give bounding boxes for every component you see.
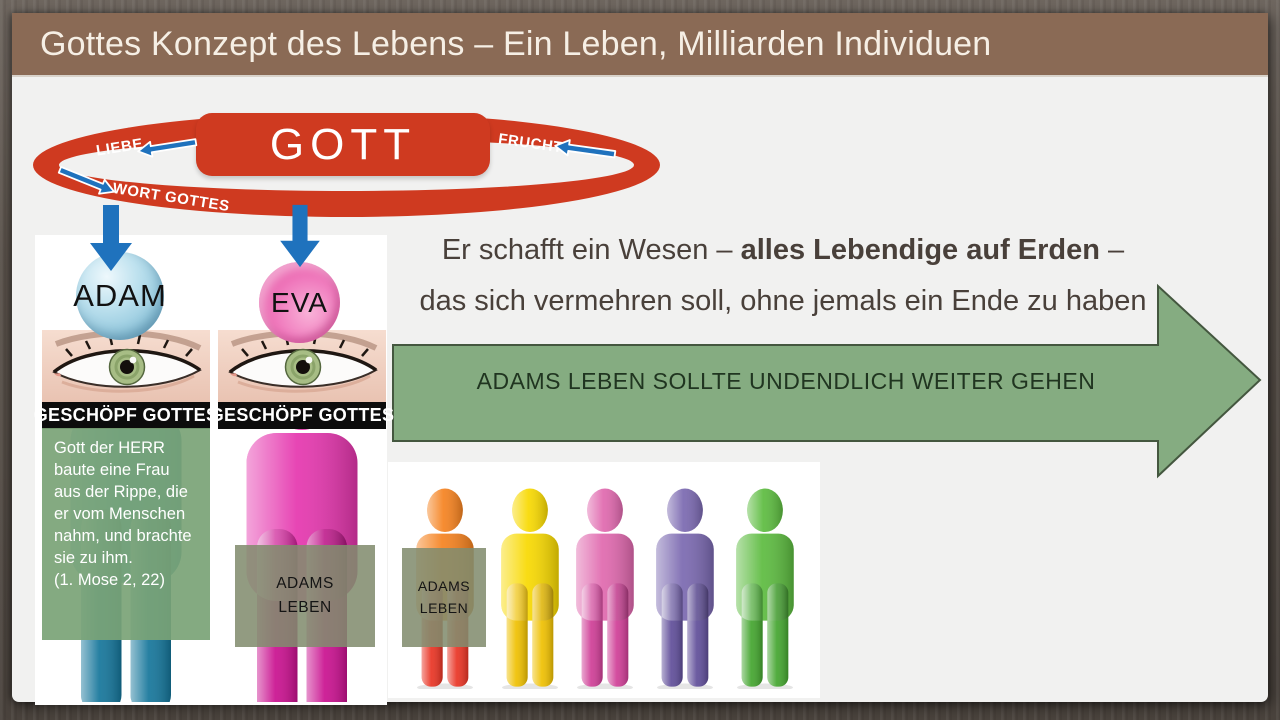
yellow-person (501, 488, 559, 689)
message-text: Er schafft ein Wesen – alles Lebendige a… (402, 225, 1164, 327)
adam-eye-image (42, 330, 210, 402)
slide-title-bar: Gottes Konzept des Lebens – Ein Leben, M… (12, 13, 1268, 77)
adam-label: ADAM (73, 278, 167, 313)
arrow-down-to-adam-icon (90, 205, 132, 271)
bible-quote-box: Gott der HERR baute eine Frau aus der Ri… (42, 428, 210, 640)
adam-sphere: ADAM (73, 252, 167, 340)
slide-title: Gottes Konzept des Lebens – Ein Leben, M… (40, 25, 992, 63)
eva-sphere: EVA (259, 262, 340, 343)
god-label: GOTT (269, 119, 417, 169)
bible-quote-reference: (1. Mose 2, 22) (54, 570, 165, 589)
adams-leben-overlay-eva: ADAMS LEBEN (235, 545, 375, 647)
eva-creature-banner: GESCHÖPF GOTTES (210, 402, 394, 429)
presentation-slide: Gottes Konzept des Lebens – Ein Leben, M… (12, 13, 1268, 705)
pink-person (576, 488, 634, 689)
timeline-arrow (392, 283, 1262, 479)
eva-label: EVA (271, 286, 328, 318)
timeline-arrow-label: ADAMS LEBEN SOLLTE UNDENDLICH WEITER GEH… (476, 368, 1096, 394)
bible-quote-text: Gott der HERR baute eine Frau aus der Ri… (54, 439, 192, 567)
adams-leben-overlay-crowd: ADAMS LEBEN (402, 548, 486, 647)
purple-person (656, 488, 714, 689)
adam-creature-banner: GESCHÖPF GOTTES (34, 402, 218, 429)
message-line2: das sich vermehren soll, ohne jemals ein… (419, 285, 1147, 317)
green-person (736, 488, 794, 689)
arrow-down-to-eva-icon (280, 204, 320, 268)
message-line1: Er schafft ein Wesen – alles Lebendige a… (441, 234, 1125, 266)
god-box: GOTT (196, 113, 490, 176)
